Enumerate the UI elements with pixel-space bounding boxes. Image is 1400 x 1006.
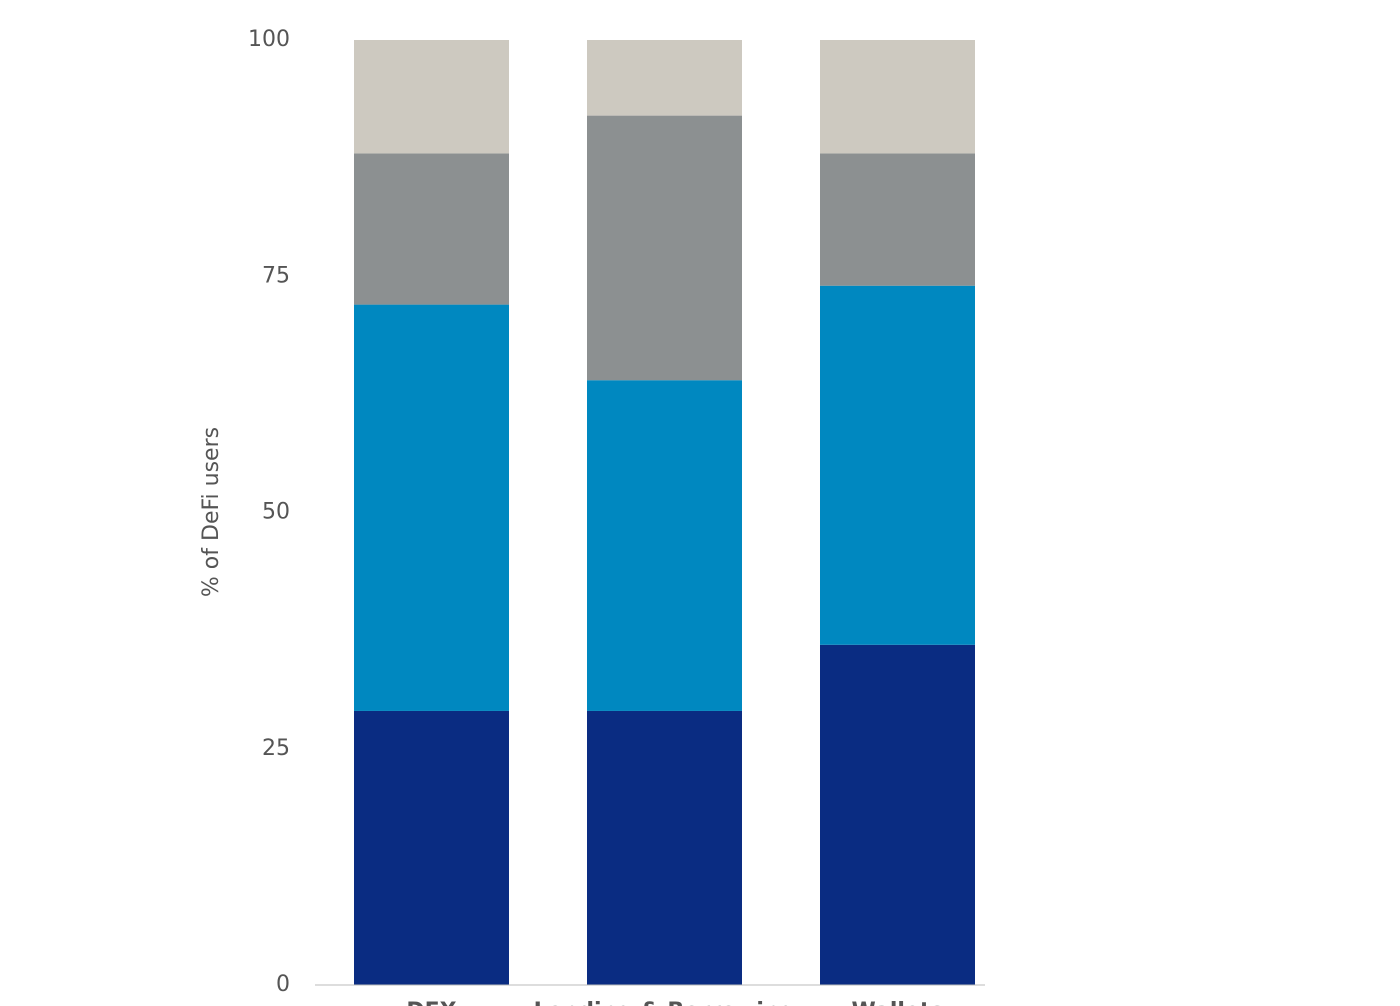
y-tick-label: 100 <box>248 27 290 52</box>
bar-segment <box>820 285 975 645</box>
y-tick-label: 25 <box>262 736 290 761</box>
x-tick-label: Lending & Borrowing <box>534 999 796 1006</box>
bar-segment <box>354 304 509 711</box>
bar-segment <box>587 710 742 985</box>
bar-segment <box>587 40 742 116</box>
y-tick-label: 75 <box>262 263 290 288</box>
bar-segment <box>354 710 509 985</box>
bar-segment <box>587 115 742 381</box>
bar-segment <box>820 644 975 985</box>
bar-segment <box>587 380 742 711</box>
y-tick-label: 50 <box>262 500 290 525</box>
y-axis-label: % of DeFi users <box>199 427 224 597</box>
bar-segment <box>820 153 975 286</box>
bar-segment <box>354 40 509 154</box>
y-tick-label: 0 <box>276 972 290 997</box>
bar-segment <box>820 40 975 154</box>
x-tick-label: DEX <box>406 999 456 1006</box>
bar-segment <box>354 153 509 305</box>
x-tick-label: Wallets <box>852 999 944 1006</box>
